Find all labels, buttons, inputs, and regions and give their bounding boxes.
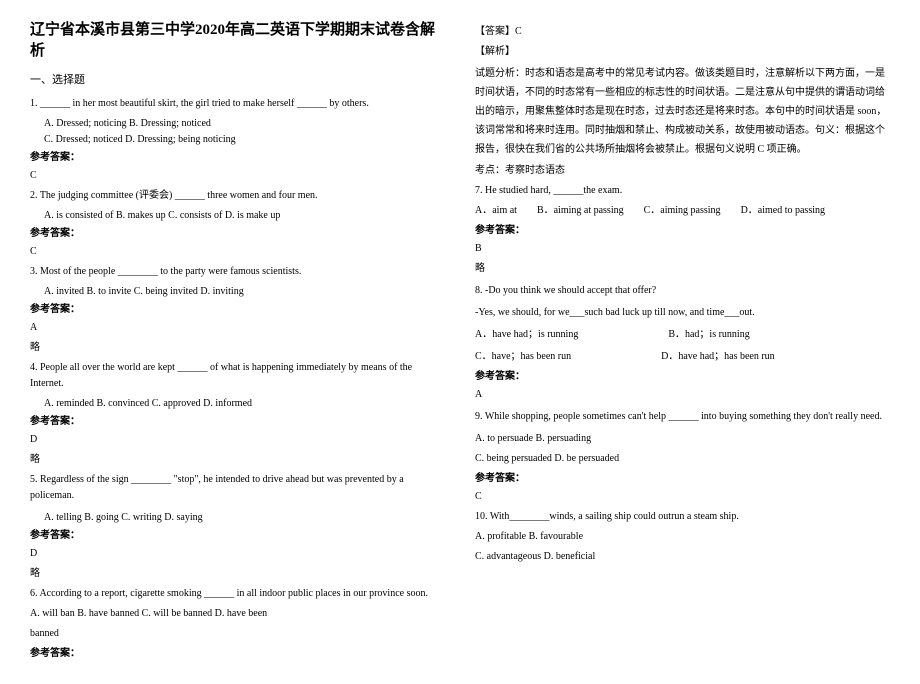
- answer-label: 参考答案：: [30, 646, 445, 662]
- question-5: 5. Regardless of the sign ________ "stop…: [30, 472, 445, 504]
- question-1-options: A. Dressed; noticing B. Dressing; notice…: [44, 116, 445, 148]
- answer-label: 参考答案：: [30, 150, 445, 166]
- question-6: 6. According to a report, cigarette smok…: [30, 586, 445, 602]
- q7-opt-c: C．aiming passing: [644, 203, 721, 219]
- answer-label: 参考答案：: [30, 226, 445, 242]
- question-9: 9. While shopping, people sometimes can'…: [475, 409, 890, 425]
- question-10-row1: A. profitable B. favourable: [475, 529, 890, 545]
- answer-7: B: [475, 241, 890, 257]
- q8-opt-a: A．have had；is running: [475, 327, 578, 343]
- answer-label: 参考答案：: [475, 471, 890, 487]
- question-2-options: A. is consisted of B. makes up C. consis…: [44, 208, 445, 224]
- q7-opt-b: B．aiming at passing: [537, 203, 624, 219]
- question-9-row1: A. to persuade B. persuading: [475, 431, 890, 447]
- answer-5-note: 略: [30, 566, 445, 582]
- question-3: 3. Most of the people ________ to the pa…: [30, 264, 445, 280]
- answer-4: D: [30, 432, 445, 448]
- answer-label: 参考答案：: [475, 369, 890, 385]
- question-5-options: A. telling B. going C. writing D. saying: [44, 510, 445, 526]
- answer-2: C: [30, 244, 445, 260]
- answer-label: 参考答案：: [30, 302, 445, 318]
- q8-opt-d: D．have had；has been run: [661, 349, 775, 365]
- answer-9: C: [475, 489, 890, 505]
- question-4: 4. People all over the world are kept __…: [30, 360, 445, 392]
- question-8: 8. -Do you think we should accept that o…: [475, 283, 890, 299]
- question-6-options: A. will ban B. have banned C. will be ba…: [30, 606, 445, 622]
- answer-3: A: [30, 320, 445, 336]
- question-8-row2: C．have；has been run D．have had；has been …: [475, 349, 890, 365]
- question-7-options: A．aim at B．aiming at passing C．aiming pa…: [475, 203, 890, 219]
- answer-1: C: [30, 168, 445, 184]
- q8-opt-c: C．have；has been run: [475, 349, 571, 365]
- question-4-options: A. reminded B. convinced C. approved D. …: [44, 396, 445, 412]
- doc-title: 辽宁省本溪市县第三中学2020年高二英语下学期期末试卷含解析: [30, 20, 445, 62]
- answer-8: A: [475, 387, 890, 403]
- q8-opt-b: B．had；is running: [668, 327, 749, 343]
- question-2: 2. The judging committee (评委会) ______ th…: [30, 188, 445, 204]
- answer-6-point: 考点：考察时态语态: [475, 163, 890, 179]
- answer-label: 参考答案：: [30, 414, 445, 430]
- q7-opt-a: A．aim at: [475, 203, 517, 219]
- answer-4-note: 略: [30, 452, 445, 468]
- q7-opt-d: D．aimed to passing: [741, 203, 825, 219]
- answer-6-explain-label: 【解析】: [475, 44, 890, 60]
- page-root: 辽宁省本溪市县第三中学2020年高二英语下学期期末试卷含解析 一、选择题 1. …: [0, 0, 920, 684]
- question-10: 10. With________winds, a sailing ship co…: [475, 509, 890, 525]
- question-8-row1: A．have had；is running B．had；is running: [475, 327, 890, 343]
- question-1: 1. ______ in her most beautiful skirt, t…: [30, 96, 445, 112]
- question-6-extra: banned: [30, 626, 445, 642]
- answer-label: 参考答案：: [30, 528, 445, 544]
- right-column: 【答案】C 【解析】 试题分析：时态和语态是高考中的常见考试内容。做该类题目时，…: [475, 20, 890, 664]
- answer-3-note: 略: [30, 340, 445, 356]
- section-heading: 一、选择题: [30, 72, 445, 90]
- answer-label: 参考答案：: [475, 223, 890, 239]
- question-9-row2: C. being persuaded D. be persuaded: [475, 451, 890, 467]
- answer-6-key: 【答案】C: [475, 24, 890, 40]
- question-10-row2: C. advantageous D. beneficial: [475, 549, 890, 565]
- answer-6-explain: 试题分析：时态和语态是高考中的常见考试内容。做该类题目时，注意解析以下两方面，一…: [475, 64, 890, 159]
- question-7: 7. He studied hard, ______the exam.: [475, 183, 890, 199]
- left-column: 辽宁省本溪市县第三中学2020年高二英语下学期期末试卷含解析 一、选择题 1. …: [30, 20, 445, 664]
- question-8b: -Yes, we should, for we___such bad luck …: [475, 305, 890, 321]
- question-3-options: A. invited B. to invite C. being invited…: [44, 284, 445, 300]
- answer-5: D: [30, 546, 445, 562]
- answer-7-note: 略: [475, 261, 890, 277]
